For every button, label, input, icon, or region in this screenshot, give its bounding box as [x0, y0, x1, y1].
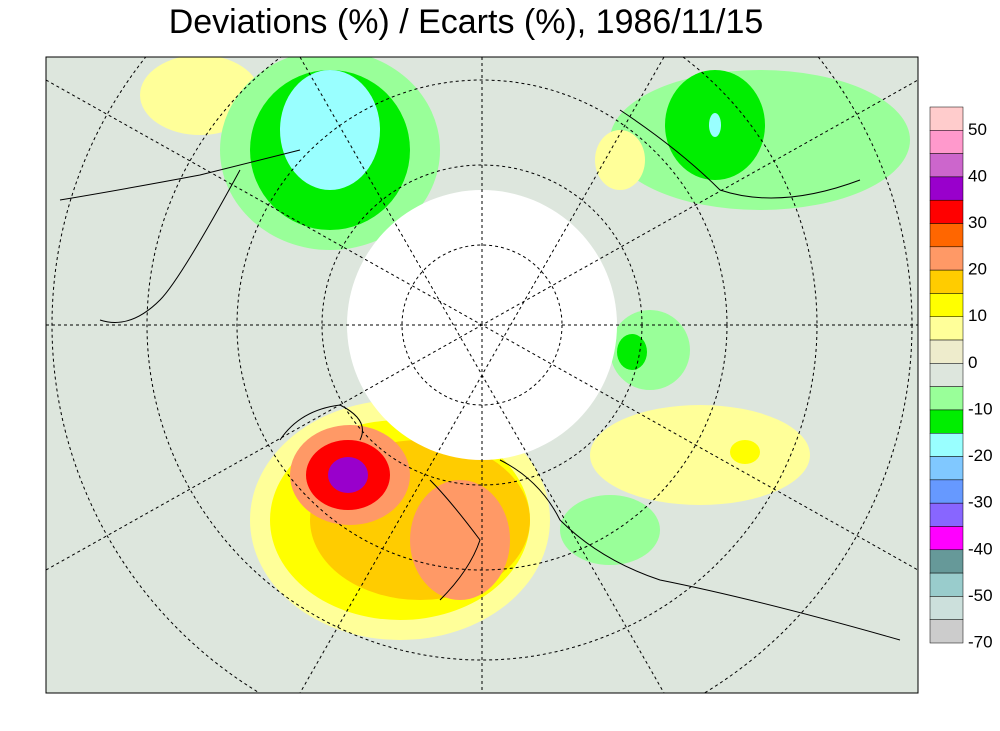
title: Deviations (%) / Ecarts (%), 1986/11/15 [169, 3, 764, 41]
legend-label: -20 [968, 446, 993, 465]
legend-label: -30 [968, 493, 993, 512]
map [45, 56, 919, 694]
legend-swatch [929, 409, 964, 434]
legend-swatch [929, 479, 964, 504]
legend-swatch [929, 339, 964, 364]
legend-swatch [929, 596, 964, 620]
legend-swatch [929, 433, 964, 457]
legend-swatch [929, 572, 964, 597]
legend-swatch [929, 386, 964, 411]
legend-swatch [929, 223, 964, 248]
legend-label: 0 [968, 353, 977, 372]
legend-swatch [929, 199, 964, 224]
legend-swatch [929, 619, 964, 644]
legend-swatch [929, 176, 964, 201]
legend-label: -70 [968, 632, 993, 651]
legend-label: 20 [968, 260, 987, 279]
legend-swatch [929, 269, 964, 294]
legend-swatch [929, 106, 964, 131]
legend-swatch [929, 502, 964, 527]
legend-swatch [929, 526, 964, 551]
legend-swatch [929, 363, 964, 387]
legend-label: -10 [968, 399, 993, 418]
legend-swatch [929, 246, 964, 271]
legend-swatch [929, 293, 964, 317]
legend-label: 50 [968, 120, 987, 139]
legend-swatch [929, 316, 964, 341]
legend-swatch [929, 456, 964, 481]
legend-label: 40 [968, 166, 987, 185]
legend-label: 10 [968, 306, 987, 325]
legend-swatch [929, 153, 964, 178]
legend-label: 30 [968, 213, 987, 232]
legend-label: -50 [968, 586, 993, 605]
legend-swatch [929, 549, 964, 574]
legend-label: -40 [968, 539, 993, 558]
legend-swatch [929, 130, 964, 154]
legend: 50 40 30 20 10 0 -10 -20 -30 -40 -50 -70 [929, 106, 993, 651]
